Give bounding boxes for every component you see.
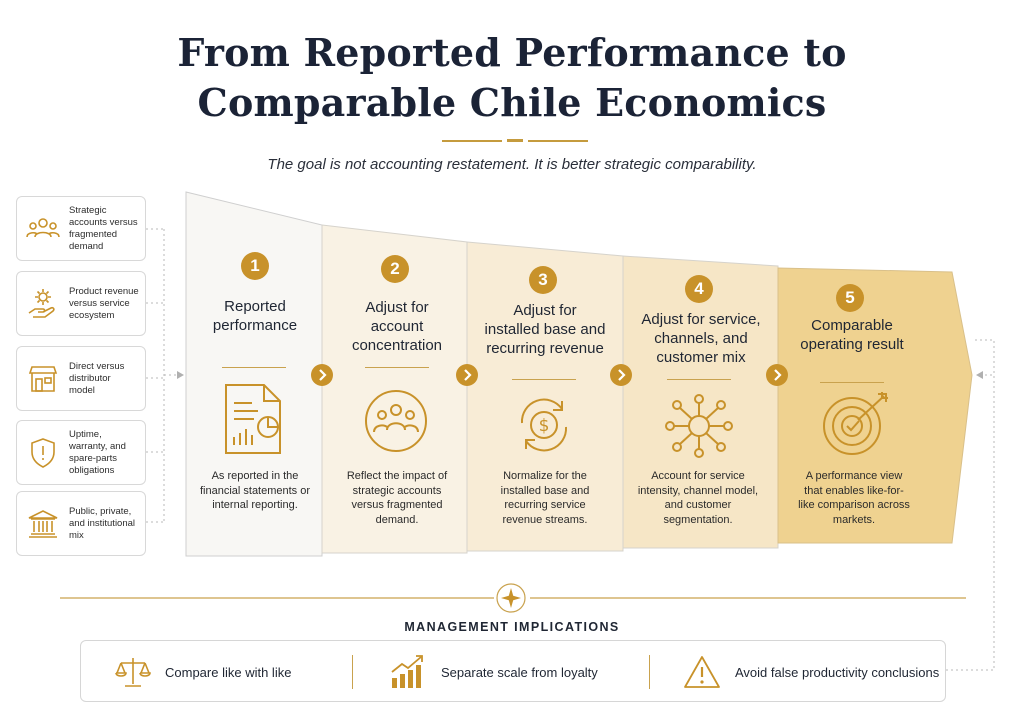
next-step-chevron-4: [766, 364, 788, 386]
balance-scale-icon: [115, 658, 151, 687]
stage-title-2: Adjust for account concentration: [351, 299, 443, 354]
driver-box-mix: Public, private, and institutional mix: [16, 491, 146, 556]
page-title: From Reported Performance to Comparable …: [0, 28, 1024, 128]
stage-desc-5: A performance view that enables like-for…: [798, 470, 910, 526]
management-implications-box: Compare like with like Separate scale fr…: [80, 640, 946, 702]
step-badge-1: 1: [241, 252, 269, 280]
title-rule-center: [507, 139, 523, 142]
driver-text: Product revenue versus service ecosystem: [69, 285, 139, 321]
stage-title-3: Adjust for installed base and recurring …: [484, 302, 606, 357]
svg-text:$: $: [539, 416, 550, 436]
stage-desc-1: As reported in the financial statements …: [199, 470, 311, 511]
stage-rule-1: [222, 367, 286, 368]
growth-chart-icon: [391, 655, 423, 688]
driver-box-product: Product revenue versus service ecosystem: [16, 271, 146, 336]
implication-divider: [649, 655, 650, 689]
driver-text: Strategic accounts versus fragmented dem…: [69, 204, 138, 252]
implication-text: Avoid false productivity conclusions: [735, 664, 940, 680]
chevron-right-icon: [618, 369, 626, 381]
stage-rule-5: [820, 382, 884, 383]
implication-text: Separate scale from loyalty: [441, 664, 598, 680]
stage-panel-3: [466, 241, 624, 552]
driver-text: Uptime, warranty, and spare-parts obliga…: [69, 428, 126, 476]
driver-box-channel: Direct versus distributor model: [16, 346, 146, 411]
stage-desc-3: Normalize for the installed base and rec…: [500, 470, 590, 526]
title-rule-right: [528, 140, 588, 142]
title-line-1: From Reported Performance to: [177, 30, 847, 75]
stage-title-4: Adjust for service, channels, and custom…: [641, 311, 761, 366]
connector-arrow-left: [177, 371, 184, 379]
shield-icon: [31, 437, 55, 468]
subtitle: The goal is not accounting restatement. …: [267, 156, 757, 173]
connector-arrow-right: [976, 371, 983, 379]
network-nodes-icon: [665, 394, 733, 458]
driver-box-uptime: Uptime, warranty, and spare-parts obliga…: [16, 420, 146, 485]
people-group-icon: [26, 217, 60, 237]
stage-rule-2: [365, 367, 429, 368]
driver-box-accounts: Strategic accounts versus fragmented dem…: [16, 196, 146, 261]
stage-rule-4: [667, 379, 731, 380]
driver-text: Public, private, and institutional mix: [69, 505, 136, 541]
step-badge-4: 4: [685, 275, 713, 303]
title-rule-left: [442, 140, 502, 142]
stage-panel-2: [321, 224, 468, 554]
next-step-chevron-2: [456, 364, 478, 386]
step-badge-3: 3: [529, 266, 557, 294]
chevron-right-icon: [319, 369, 327, 381]
warning-triangle-icon: [684, 656, 720, 688]
people-circle-icon: [365, 390, 427, 452]
implication-separate: Separate scale from loyalty: [389, 641, 598, 703]
implication-avoid: Avoid false productivity conclusions: [683, 641, 939, 703]
gear-hand-icon: [28, 288, 55, 318]
management-label: MANAGEMENT IMPLICATIONS: [404, 620, 620, 634]
chevron-right-icon: [464, 369, 472, 381]
next-step-chevron-1: [311, 364, 333, 386]
driver-text: Direct versus distributor model: [69, 360, 125, 396]
institution-icon: [28, 509, 58, 538]
step-badge-5: 5: [836, 284, 864, 312]
document-chart-icon: [225, 384, 281, 454]
stage-panel-1: [185, 191, 323, 557]
stage-desc-2: Reflect the impact of strategic accounts…: [346, 470, 448, 526]
recurring-dollar-icon: $: [520, 398, 568, 452]
title-line-2: Comparable Chile Economics: [197, 80, 827, 125]
stage-title-1: Reported performance: [212, 298, 298, 334]
implication-text: Compare like with like: [165, 664, 292, 680]
implication-divider: [352, 655, 353, 689]
target-arrow-icon: [823, 392, 888, 455]
storefront-icon: [28, 365, 58, 392]
chevron-right-icon: [774, 369, 782, 381]
stage-title-5: Comparable operating result: [800, 317, 904, 353]
stage-rule-3: [512, 379, 576, 380]
stage-desc-4: Account for service intensity, channel m…: [637, 470, 759, 526]
step-badge-2: 2: [381, 255, 409, 283]
next-step-chevron-3: [610, 364, 632, 386]
sparkle-icon: [501, 588, 521, 608]
implication-compare: Compare like with like: [115, 641, 291, 703]
